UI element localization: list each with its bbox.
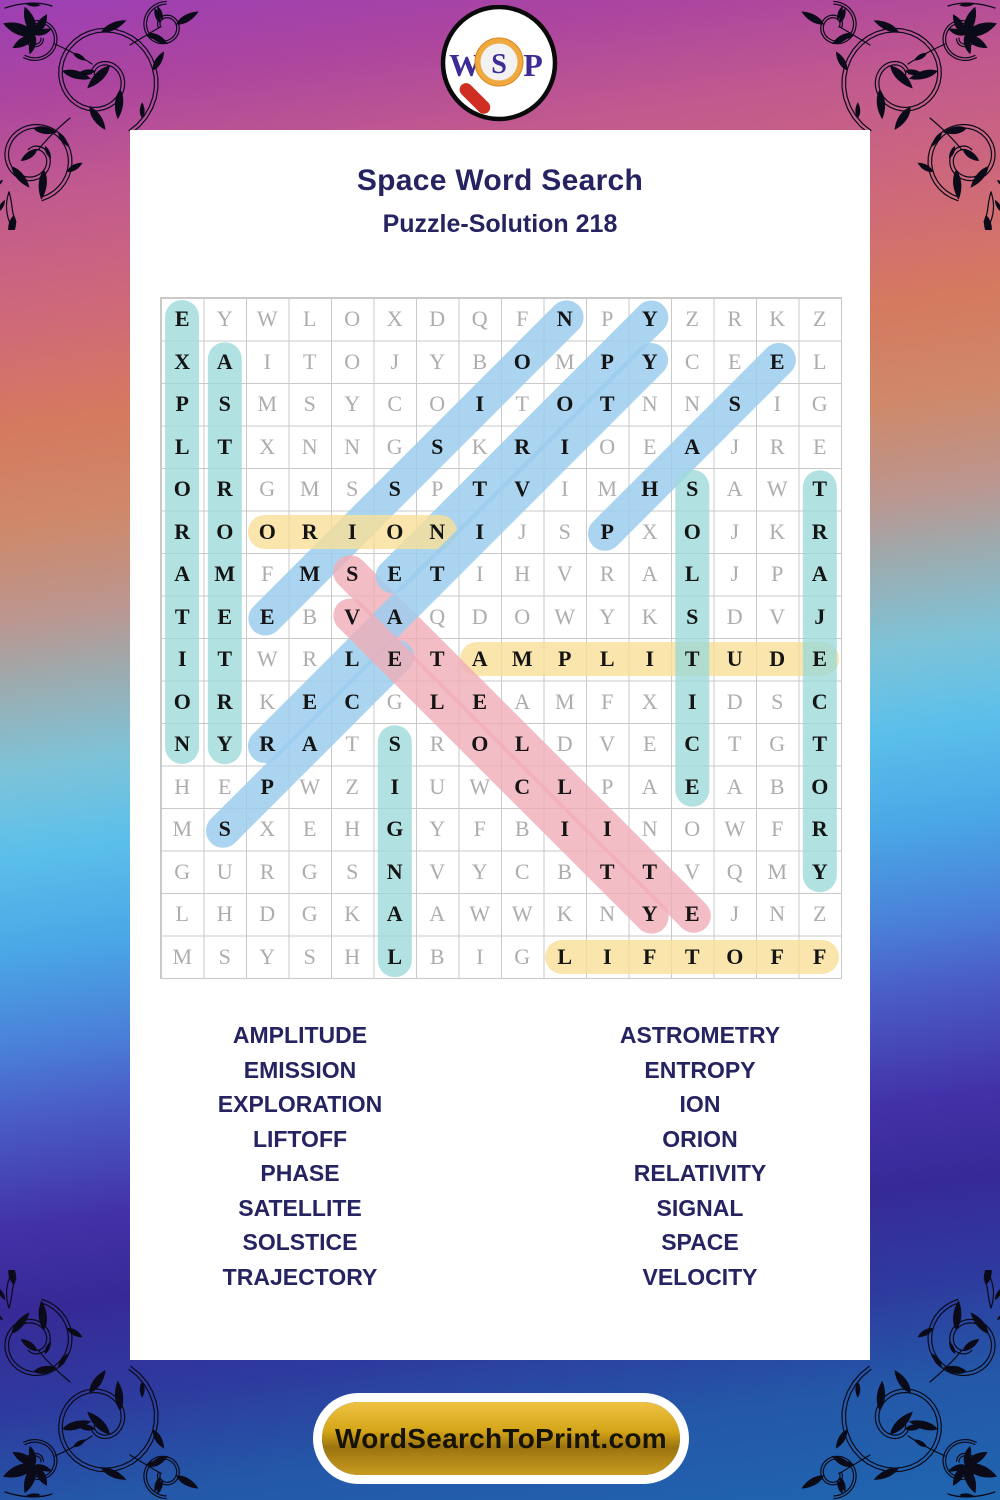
svg-text:S: S: [491, 49, 507, 80]
svg-text:P: P: [523, 47, 543, 83]
